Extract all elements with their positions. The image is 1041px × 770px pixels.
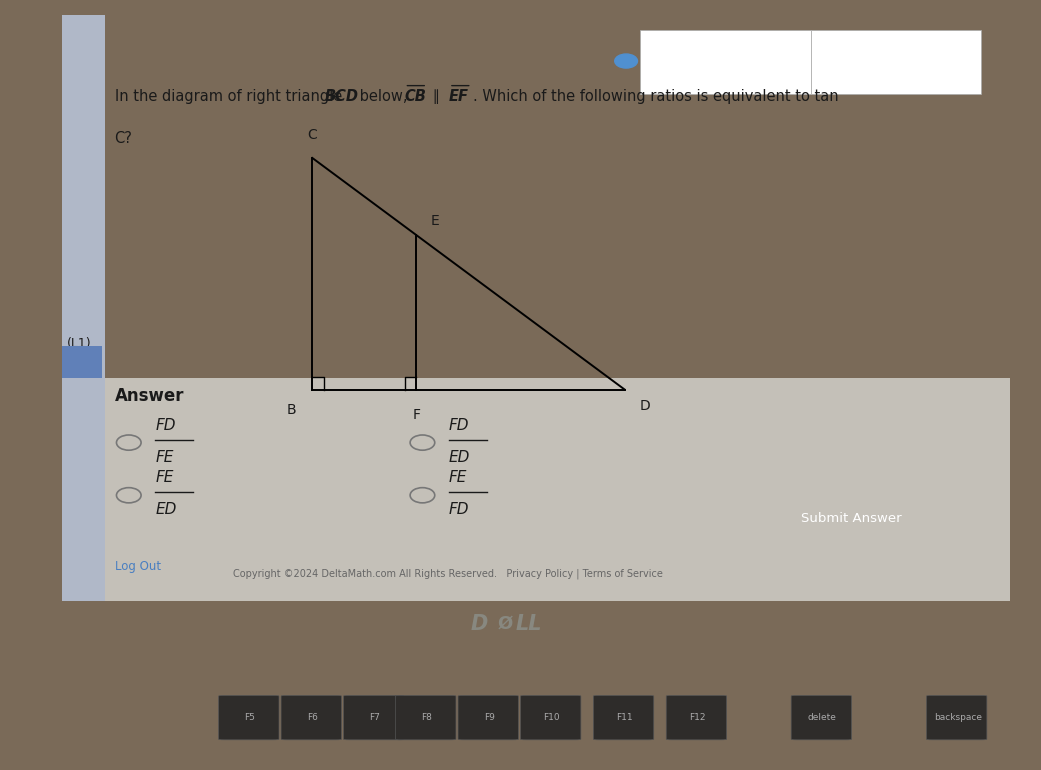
Text: BCD: BCD: [325, 89, 359, 103]
Text: F5: F5: [245, 712, 255, 721]
FancyBboxPatch shape: [219, 695, 279, 740]
FancyBboxPatch shape: [791, 695, 852, 740]
Text: ∥: ∥: [428, 89, 445, 103]
Text: F: F: [412, 408, 421, 422]
Text: LL: LL: [515, 614, 542, 634]
Text: Log Out: Log Out: [115, 560, 160, 573]
FancyBboxPatch shape: [62, 346, 102, 378]
Text: delete: delete: [808, 712, 837, 721]
FancyBboxPatch shape: [62, 15, 105, 601]
Text: . Which of the following ratios is equivalent to tan: . Which of the following ratios is equiv…: [473, 89, 838, 103]
Text: FD: FD: [449, 502, 469, 517]
Text: CB: CB: [405, 89, 427, 103]
Text: In the diagram of right triangle: In the diagram of right triangle: [115, 89, 347, 103]
Text: below,: below,: [355, 89, 412, 103]
Text: Ø: Ø: [498, 614, 512, 633]
Text: FD: FD: [449, 417, 469, 433]
Text: F9: F9: [484, 712, 494, 721]
Text: FE: FE: [449, 470, 467, 485]
Text: EF: EF: [449, 89, 468, 103]
Text: F8: F8: [422, 712, 432, 721]
FancyBboxPatch shape: [396, 695, 456, 740]
Text: Copyright ©2024 DeltaMath.com All Rights Reserved.   Privacy Policy | Terms of S: Copyright ©2024 DeltaMath.com All Rights…: [233, 568, 663, 579]
FancyBboxPatch shape: [666, 695, 727, 740]
Text: C: C: [307, 128, 318, 142]
Text: F7: F7: [370, 712, 380, 721]
FancyBboxPatch shape: [593, 695, 654, 740]
Text: Submit Answer: Submit Answer: [801, 513, 902, 525]
FancyBboxPatch shape: [281, 695, 341, 740]
FancyBboxPatch shape: [458, 695, 518, 740]
Text: FE: FE: [155, 450, 174, 465]
FancyBboxPatch shape: [926, 695, 987, 740]
Text: D: D: [471, 614, 487, 634]
Text: F10: F10: [543, 712, 560, 721]
Text: Answer: Answer: [115, 387, 184, 405]
FancyBboxPatch shape: [344, 695, 404, 740]
Text: ED: ED: [155, 502, 177, 517]
Circle shape: [615, 54, 637, 68]
Text: F6: F6: [307, 712, 318, 721]
Text: D: D: [639, 399, 650, 413]
Text: FD: FD: [155, 417, 176, 433]
Text: ED: ED: [449, 450, 471, 465]
Text: B: B: [286, 403, 297, 417]
FancyBboxPatch shape: [520, 695, 581, 740]
Text: E: E: [431, 214, 439, 228]
Text: FE: FE: [155, 470, 174, 485]
Text: C?: C?: [115, 131, 132, 146]
Text: backspace: backspace: [934, 712, 982, 721]
Text: F12: F12: [689, 712, 706, 721]
FancyBboxPatch shape: [640, 30, 811, 95]
FancyBboxPatch shape: [811, 30, 982, 95]
Text: (L1): (L1): [68, 336, 92, 350]
Text: F11: F11: [616, 712, 633, 721]
FancyBboxPatch shape: [105, 378, 1010, 601]
